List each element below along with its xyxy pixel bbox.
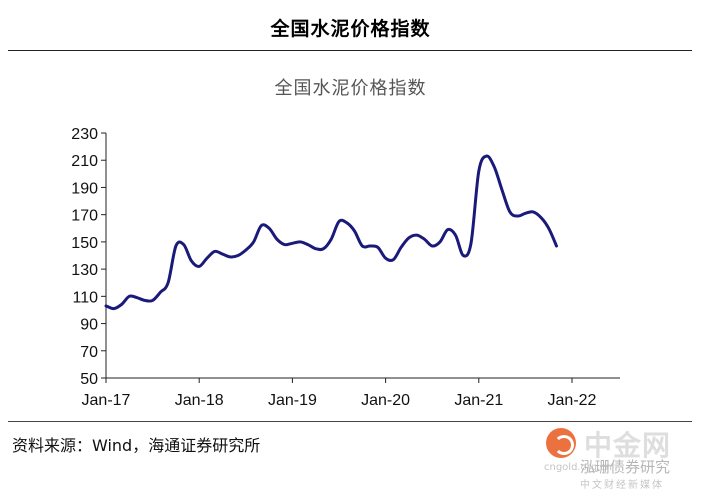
y-tick-label: 210 <box>71 153 98 170</box>
watermark: 中金网 cngold.org.cn 泓珊债券研究 中文财经新媒体 <box>540 420 700 491</box>
x-tick-label: Jan-22 <box>548 392 597 409</box>
header-title: 全国水泥价格指数 <box>270 18 431 40</box>
source-note: 资料来源：Wind，海通证券研究所 <box>12 436 261 455</box>
y-tick-label: 130 <box>71 262 98 279</box>
x-tick-label: Jan-21 <box>454 392 503 409</box>
watermark-tagline: 中文财经新媒体 <box>580 480 664 491</box>
y-tick-label: 190 <box>71 180 98 197</box>
y-tick-label: 150 <box>71 235 98 252</box>
x-tick-label: Jan-18 <box>175 392 224 409</box>
y-tick-label: 170 <box>71 208 98 225</box>
y-tick-label: 70 <box>80 344 98 361</box>
chart-title: 全国水泥价格指数 <box>274 78 427 99</box>
watermark-main-text: 中金网 <box>584 429 672 462</box>
header-divider <box>8 50 692 51</box>
watermark-sub-text: 泓珊债券研究 <box>580 458 671 476</box>
footer-divider <box>8 421 692 422</box>
x-tick-label: Jan-20 <box>361 392 410 409</box>
watermark-url: cngold.org.cn <box>544 462 613 473</box>
y-tick-label: 230 <box>71 126 98 143</box>
series-line <box>104 154 558 311</box>
watermark-logo-icon <box>546 428 576 458</box>
y-tick-label: 50 <box>80 371 98 388</box>
y-tick-label: 90 <box>80 317 98 334</box>
x-tick-label: Jan-19 <box>268 392 317 409</box>
x-tick-label: Jan-17 <box>82 392 131 409</box>
y-tick-label: 110 <box>72 289 98 306</box>
